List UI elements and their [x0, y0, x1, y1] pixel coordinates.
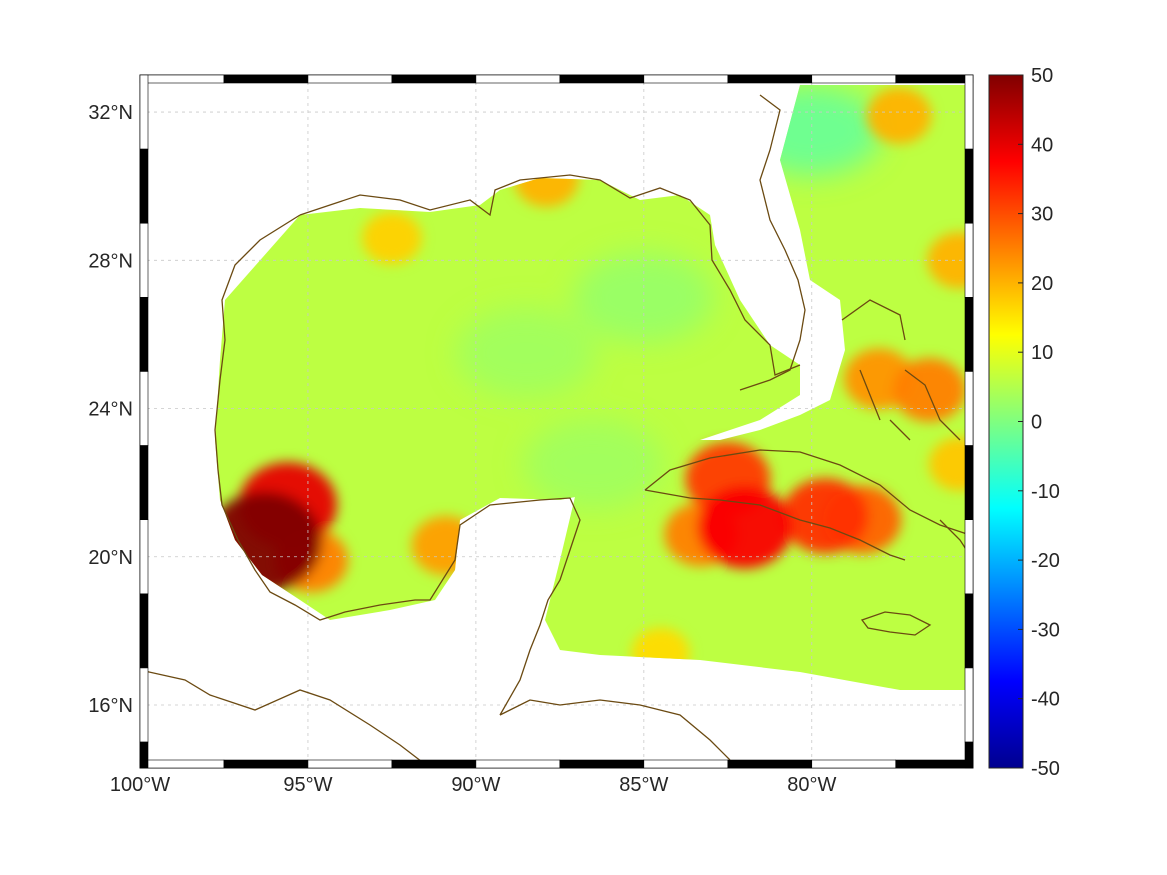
map-grid: [139, 75, 973, 768]
heatmap-coldspot: [523, 419, 664, 510]
frame-segment-left: [139, 148, 149, 224]
heatmap-coldspot: [456, 307, 597, 398]
frame-segment-left: [139, 519, 149, 595]
frame-segment-top: [223, 74, 309, 84]
frame-segment-top: [391, 74, 477, 84]
coastline-jamaica: [860, 611, 932, 636]
heatmap-hotspot: [892, 358, 966, 422]
frame-segment-top: [559, 74, 645, 84]
colorbar-tick-label: 40: [1031, 134, 1053, 156]
frame-segment-top: [895, 74, 974, 84]
colorbar-ticks: 50 40 30 20 10 0 -10 -20 -30 -40 -50: [1018, 65, 1060, 780]
frame-segment-bottom: [559, 759, 645, 769]
frame-segment-right: [964, 74, 974, 150]
coastline-bahamas: [841, 299, 961, 441]
frame-segment-left: [139, 593, 149, 669]
colorbar-tick-label: 30: [1031, 204, 1053, 226]
frame-segment-left: [139, 667, 149, 743]
frame-segment-bottom: [643, 759, 729, 769]
colorbar: 50 40 30 20 10 0 -10 -20 -30 -40 -50: [988, 65, 1060, 780]
lon-tick-label: 80°W: [787, 774, 836, 796]
frame-segment-bottom: [139, 759, 225, 769]
frame-segment-bottom: [223, 759, 309, 769]
coastline-texas-mexico: [214, 214, 581, 716]
frame-segment-top: [727, 74, 813, 84]
frame-segment-top: [643, 74, 729, 84]
frame-segment-bottom: [895, 759, 974, 769]
coastline-florida-east: [739, 94, 806, 391]
heatmap-coldspot: [573, 252, 714, 343]
frame-segment-top: [811, 74, 897, 84]
coastline-central-america: [499, 699, 731, 761]
frame-segment-bottom: [391, 759, 477, 769]
lon-tick-label: 100°W: [110, 774, 170, 796]
frame-segment-left: [139, 297, 149, 372]
heatmap-hotspot: [697, 485, 793, 569]
lon-tick-label: 85°W: [619, 774, 668, 796]
lat-tick-label: 28°N: [88, 250, 133, 272]
colorbar-tick-label: 20: [1031, 273, 1053, 295]
frame-segment-bottom: [307, 759, 393, 769]
frame-segment-left: [139, 741, 149, 769]
longitude-tick-labels: 100°W 95°W 90°W 85°W 80°W: [110, 774, 837, 796]
heatmap-hotspot: [362, 212, 422, 265]
colorbar-tick-label: -30: [1031, 619, 1060, 641]
frame-segment-right: [964, 519, 974, 595]
frame-segment-left: [139, 371, 149, 446]
frame-segment-right: [964, 741, 974, 769]
lon-tick-label: 90°W: [451, 774, 500, 796]
frame-segment-right: [964, 445, 974, 521]
coastline-us-mexico: [140, 669, 431, 768]
heatmap-hotspot: [781, 478, 869, 554]
map-area: [139, 74, 974, 769]
heatmap-hotspot: [928, 437, 973, 491]
colorbar-tick-label: -10: [1031, 481, 1060, 503]
frame-segment-right: [964, 371, 974, 446]
frame-segment-right: [964, 593, 974, 669]
coastline-cuba: [644, 449, 971, 561]
frame-segment-left: [139, 74, 149, 150]
colorbar-tick-label: 10: [1031, 342, 1053, 364]
coastline-gulf-west: [299, 174, 801, 376]
latitude-tick-labels: 32°N 28°N 24°N 20°N 16°N: [88, 102, 133, 717]
colorbar-tick-label: -20: [1031, 550, 1060, 572]
lat-tick-label: 20°N: [88, 547, 133, 569]
frame-segment-top: [307, 74, 393, 84]
frame-segment-right: [964, 667, 974, 743]
lat-tick-label: 16°N: [88, 695, 133, 717]
frame-segment-left: [139, 445, 149, 521]
lat-tick-label: 32°N: [88, 102, 133, 124]
frame-segment-top: [139, 74, 225, 84]
frame-segment-bottom: [727, 759, 813, 769]
heatmap-hotspot: [866, 87, 932, 144]
lat-tick-label: 24°N: [88, 399, 133, 421]
lon-tick-label: 95°W: [283, 774, 332, 796]
colorbar-gradient: [988, 74, 1024, 769]
coastlines: [140, 94, 973, 768]
frame-segment-left: [139, 222, 149, 298]
colorbar-tick-label: -40: [1031, 689, 1060, 711]
frame-segment-top: [475, 74, 561, 84]
frame-segment-right: [964, 222, 974, 298]
colorbar-tick-label: 0: [1031, 412, 1042, 434]
frame-segment-bottom: [475, 759, 561, 769]
colorbar-tick-label: -50: [1031, 758, 1060, 780]
frame-segment-right: [964, 148, 974, 224]
frame-segment-right: [964, 297, 974, 372]
frame-segment-bottom: [811, 759, 897, 769]
map-frame: [139, 74, 974, 769]
colorbar-tick-label: 50: [1031, 65, 1053, 87]
